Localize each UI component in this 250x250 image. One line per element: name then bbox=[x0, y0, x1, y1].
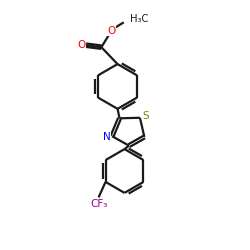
Text: O: O bbox=[107, 26, 116, 36]
Text: O: O bbox=[78, 40, 86, 50]
Text: CF₃: CF₃ bbox=[90, 199, 108, 209]
Text: S: S bbox=[142, 111, 149, 121]
Text: H₃C: H₃C bbox=[130, 14, 148, 24]
Text: N: N bbox=[103, 132, 110, 142]
